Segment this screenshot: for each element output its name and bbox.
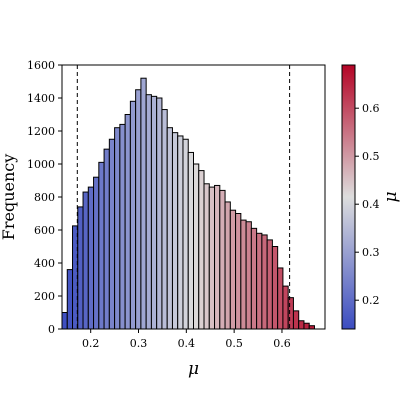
histogram-bar bbox=[250, 227, 258, 330]
histogram-bar bbox=[256, 232, 263, 330]
histogram-bar bbox=[214, 184, 221, 330]
histogram-bar bbox=[66, 269, 74, 330]
x-tick-label: 0.2 bbox=[82, 337, 100, 350]
histogram-bar bbox=[282, 285, 289, 330]
histogram-bar bbox=[187, 151, 195, 330]
colorbar-tick-label: 0.3 bbox=[362, 246, 380, 259]
histogram-bar bbox=[135, 89, 142, 330]
colorbar-label: μ bbox=[381, 191, 401, 202]
histogram-bar bbox=[224, 201, 231, 330]
colorbar-tick-label: 0.5 bbox=[362, 150, 380, 163]
histogram-bar bbox=[229, 209, 237, 330]
bars-layer bbox=[61, 77, 315, 330]
y-tick-label: 800 bbox=[34, 191, 55, 204]
histogram-bar bbox=[156, 97, 163, 330]
x-axis-label: μ bbox=[188, 359, 199, 379]
y-axis-label: Frequency bbox=[0, 154, 18, 241]
histogram-bar bbox=[161, 109, 168, 330]
histogram-bar bbox=[240, 219, 247, 330]
histogram-bar bbox=[61, 312, 68, 330]
histogram-bar bbox=[124, 114, 131, 330]
histogram-bar bbox=[182, 138, 189, 330]
colorbar-tick-label: 0.6 bbox=[362, 102, 380, 115]
histogram-bar bbox=[208, 186, 216, 330]
y-tick-label: 1200 bbox=[27, 125, 55, 138]
x-tick-label: 0.3 bbox=[130, 337, 148, 350]
y-tick-label: 1400 bbox=[27, 92, 55, 105]
y-tick-label: 400 bbox=[34, 257, 55, 270]
histogram-bar bbox=[98, 161, 105, 330]
colorbar-axis: 0.2 0.3 0.4 0.5 0.6 bbox=[355, 102, 380, 307]
x-axis: 0.2 0.3 0.4 0.5 0.6 bbox=[82, 329, 291, 350]
histogram-bar bbox=[292, 310, 300, 330]
x-tick-label: 0.6 bbox=[273, 337, 291, 350]
histogram-bar bbox=[150, 95, 158, 330]
histogram-bar bbox=[140, 77, 147, 330]
x-tick-label: 0.5 bbox=[225, 337, 243, 350]
reference-lines bbox=[76, 65, 291, 329]
histogram-bar bbox=[103, 148, 110, 330]
histogram-bar bbox=[193, 163, 200, 330]
histogram-bar bbox=[298, 320, 305, 330]
histogram-bar bbox=[303, 322, 310, 330]
colorbar bbox=[341, 64, 356, 330]
histogram-bar bbox=[287, 297, 294, 330]
histogram-bar bbox=[171, 132, 179, 330]
histogram-bar bbox=[177, 135, 184, 330]
histogram-bar bbox=[203, 183, 210, 330]
histogram-bar bbox=[114, 127, 121, 330]
histogram-bar bbox=[266, 239, 273, 330]
histogram-bar bbox=[271, 246, 279, 330]
histogram-bar bbox=[261, 234, 268, 330]
x-tick-label: 0.4 bbox=[178, 337, 196, 350]
colorbar-tick-label: 0.4 bbox=[362, 198, 380, 211]
histogram-bar bbox=[87, 186, 95, 330]
histogram-bar bbox=[277, 267, 284, 330]
y-tick-label: 1600 bbox=[27, 59, 55, 72]
histogram-bar bbox=[235, 213, 242, 330]
histogram-bar bbox=[145, 94, 152, 330]
y-tick-label: 0 bbox=[48, 323, 55, 336]
y-tick-label: 600 bbox=[34, 224, 55, 237]
histogram-bar bbox=[93, 176, 100, 330]
y-axis: 0 200 400 600 800 1000 1200 1400 1600 bbox=[27, 59, 62, 336]
histogram-bar bbox=[77, 206, 84, 330]
colorbar-tick-label: 0.2 bbox=[362, 294, 380, 307]
histogram-bar bbox=[245, 221, 252, 330]
histogram-bar bbox=[198, 170, 205, 330]
histogram-bar bbox=[166, 127, 173, 330]
histogram-bar bbox=[108, 138, 116, 330]
histogram-bar bbox=[82, 191, 89, 330]
histogram-bar bbox=[219, 189, 226, 330]
histogram-bar bbox=[119, 123, 126, 330]
y-tick-label: 200 bbox=[34, 290, 55, 303]
histogram-bar bbox=[129, 100, 137, 330]
y-tick-label: 1000 bbox=[27, 158, 55, 171]
